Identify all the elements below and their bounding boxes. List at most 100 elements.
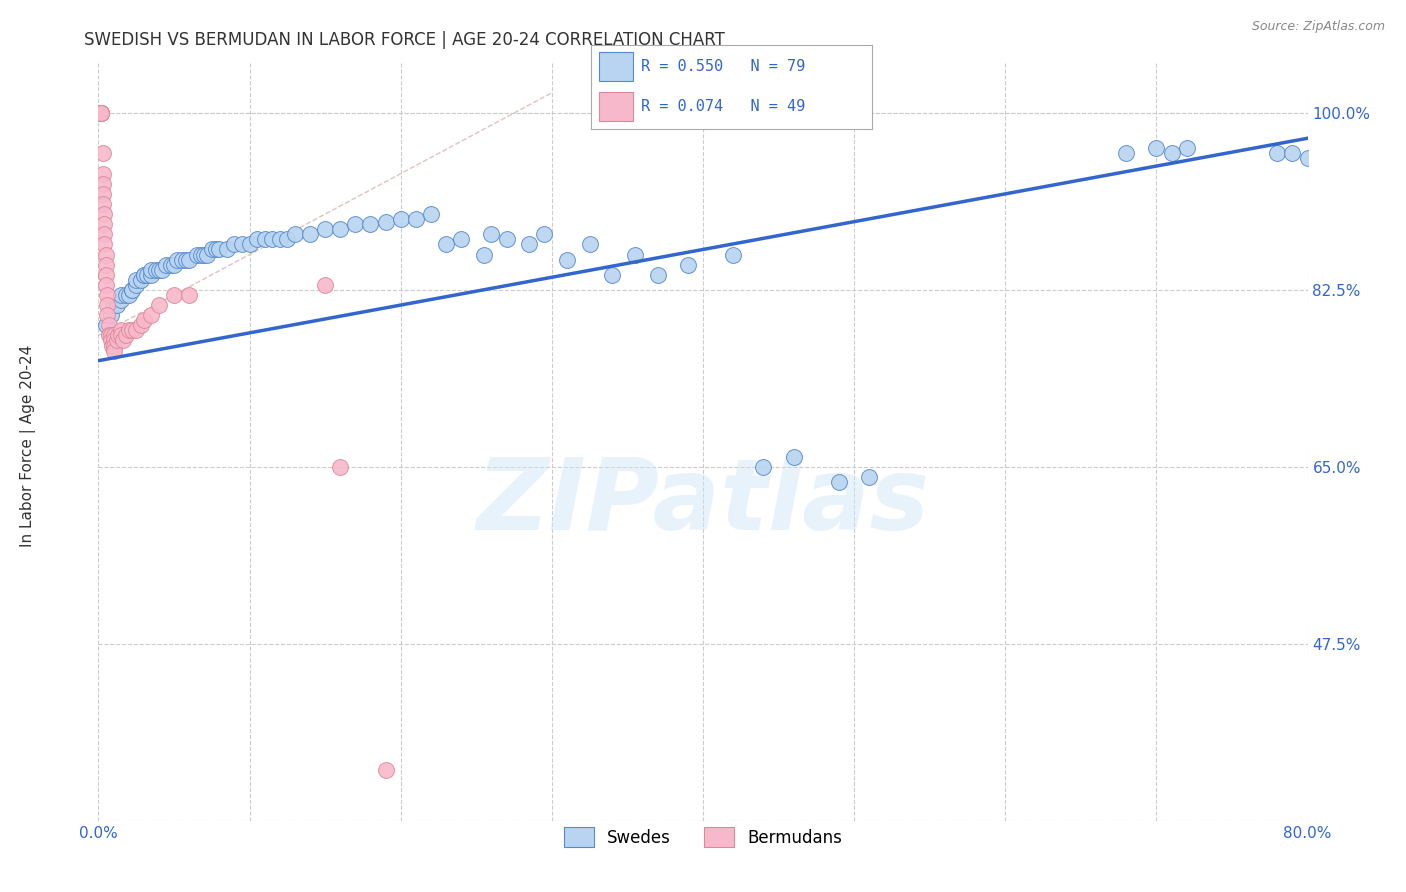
Point	[91, 186, 114, 201]
Point	[828, 475, 851, 489]
Point	[231, 237, 253, 252]
Point	[160, 258, 183, 272]
Point	[215, 243, 238, 257]
Point	[135, 268, 157, 282]
Legend: Swedes, Bermudans: Swedes, Bermudans	[557, 821, 849, 854]
Point	[329, 459, 352, 474]
Point	[118, 323, 141, 337]
Point	[121, 323, 143, 337]
Point	[163, 258, 186, 272]
Point	[1296, 152, 1319, 166]
Point	[90, 106, 112, 120]
Point	[190, 247, 212, 261]
Point	[145, 262, 167, 277]
Point	[344, 217, 367, 231]
Point	[276, 232, 298, 246]
Point	[90, 106, 112, 120]
Point	[103, 298, 125, 312]
Point	[150, 262, 173, 277]
Point	[533, 227, 555, 242]
Point	[121, 283, 143, 297]
Point	[752, 459, 775, 474]
Point	[602, 268, 624, 282]
Point	[100, 328, 122, 343]
Point	[163, 288, 186, 302]
Point	[208, 243, 231, 257]
Point	[405, 212, 427, 227]
Point	[472, 247, 495, 261]
Point	[783, 450, 806, 464]
Point	[98, 328, 121, 343]
Point	[93, 207, 115, 221]
Text: SWEDISH VS BERMUDAN IN LABOR FORCE | AGE 20-24 CORRELATION CHART: SWEDISH VS BERMUDAN IN LABOR FORCE | AGE…	[84, 31, 725, 49]
Point	[91, 197, 114, 211]
Point	[193, 247, 215, 261]
Point	[129, 273, 152, 287]
Point	[246, 232, 269, 246]
Point	[91, 146, 114, 161]
Point	[96, 308, 118, 322]
Point	[195, 247, 218, 261]
Point	[121, 283, 143, 297]
Point	[262, 232, 284, 246]
Point	[132, 313, 155, 327]
Point	[578, 237, 600, 252]
Point	[125, 277, 148, 292]
Point	[118, 288, 141, 302]
Point	[481, 227, 503, 242]
Point	[179, 288, 201, 302]
Point	[93, 217, 115, 231]
Point	[93, 237, 115, 252]
Point	[114, 288, 136, 302]
Point	[110, 328, 132, 343]
Point	[100, 334, 122, 348]
Point	[90, 106, 112, 120]
Point	[329, 222, 352, 236]
Point	[517, 237, 540, 252]
Point	[676, 258, 699, 272]
Point	[434, 237, 457, 252]
Point	[100, 308, 122, 322]
Point	[94, 277, 117, 292]
Bar	[599, 92, 633, 120]
Point	[360, 217, 382, 231]
Point	[224, 237, 246, 252]
Point	[1175, 141, 1198, 155]
Point	[96, 298, 118, 312]
Point	[374, 215, 396, 229]
Point	[284, 227, 307, 242]
Point	[90, 106, 112, 120]
Point	[269, 232, 291, 246]
Point	[555, 252, 578, 267]
Point	[96, 288, 118, 302]
Point	[94, 268, 117, 282]
Point	[105, 298, 128, 312]
Point	[103, 338, 125, 352]
Point	[239, 237, 262, 252]
Point	[110, 323, 132, 337]
Point	[141, 308, 163, 322]
Point	[90, 106, 112, 120]
Point	[174, 252, 197, 267]
Point	[1144, 141, 1167, 155]
Point	[1267, 146, 1289, 161]
Point	[94, 258, 117, 272]
Point	[1281, 146, 1303, 161]
Point	[1115, 146, 1137, 161]
Point	[1160, 146, 1182, 161]
Point	[101, 338, 124, 352]
Point	[103, 343, 125, 358]
Point	[129, 318, 152, 333]
Point	[723, 247, 745, 261]
Point	[450, 232, 472, 246]
Text: In Labor Force | Age 20-24: In Labor Force | Age 20-24	[20, 345, 37, 547]
Point	[314, 222, 336, 236]
Point	[110, 288, 132, 302]
Point	[91, 167, 114, 181]
Point	[125, 323, 148, 337]
Point	[166, 252, 188, 267]
Point	[624, 247, 647, 261]
Point	[103, 334, 125, 348]
Text: Source: ZipAtlas.com: Source: ZipAtlas.com	[1251, 20, 1385, 33]
Text: R = 0.074   N = 49: R = 0.074 N = 49	[641, 98, 806, 113]
